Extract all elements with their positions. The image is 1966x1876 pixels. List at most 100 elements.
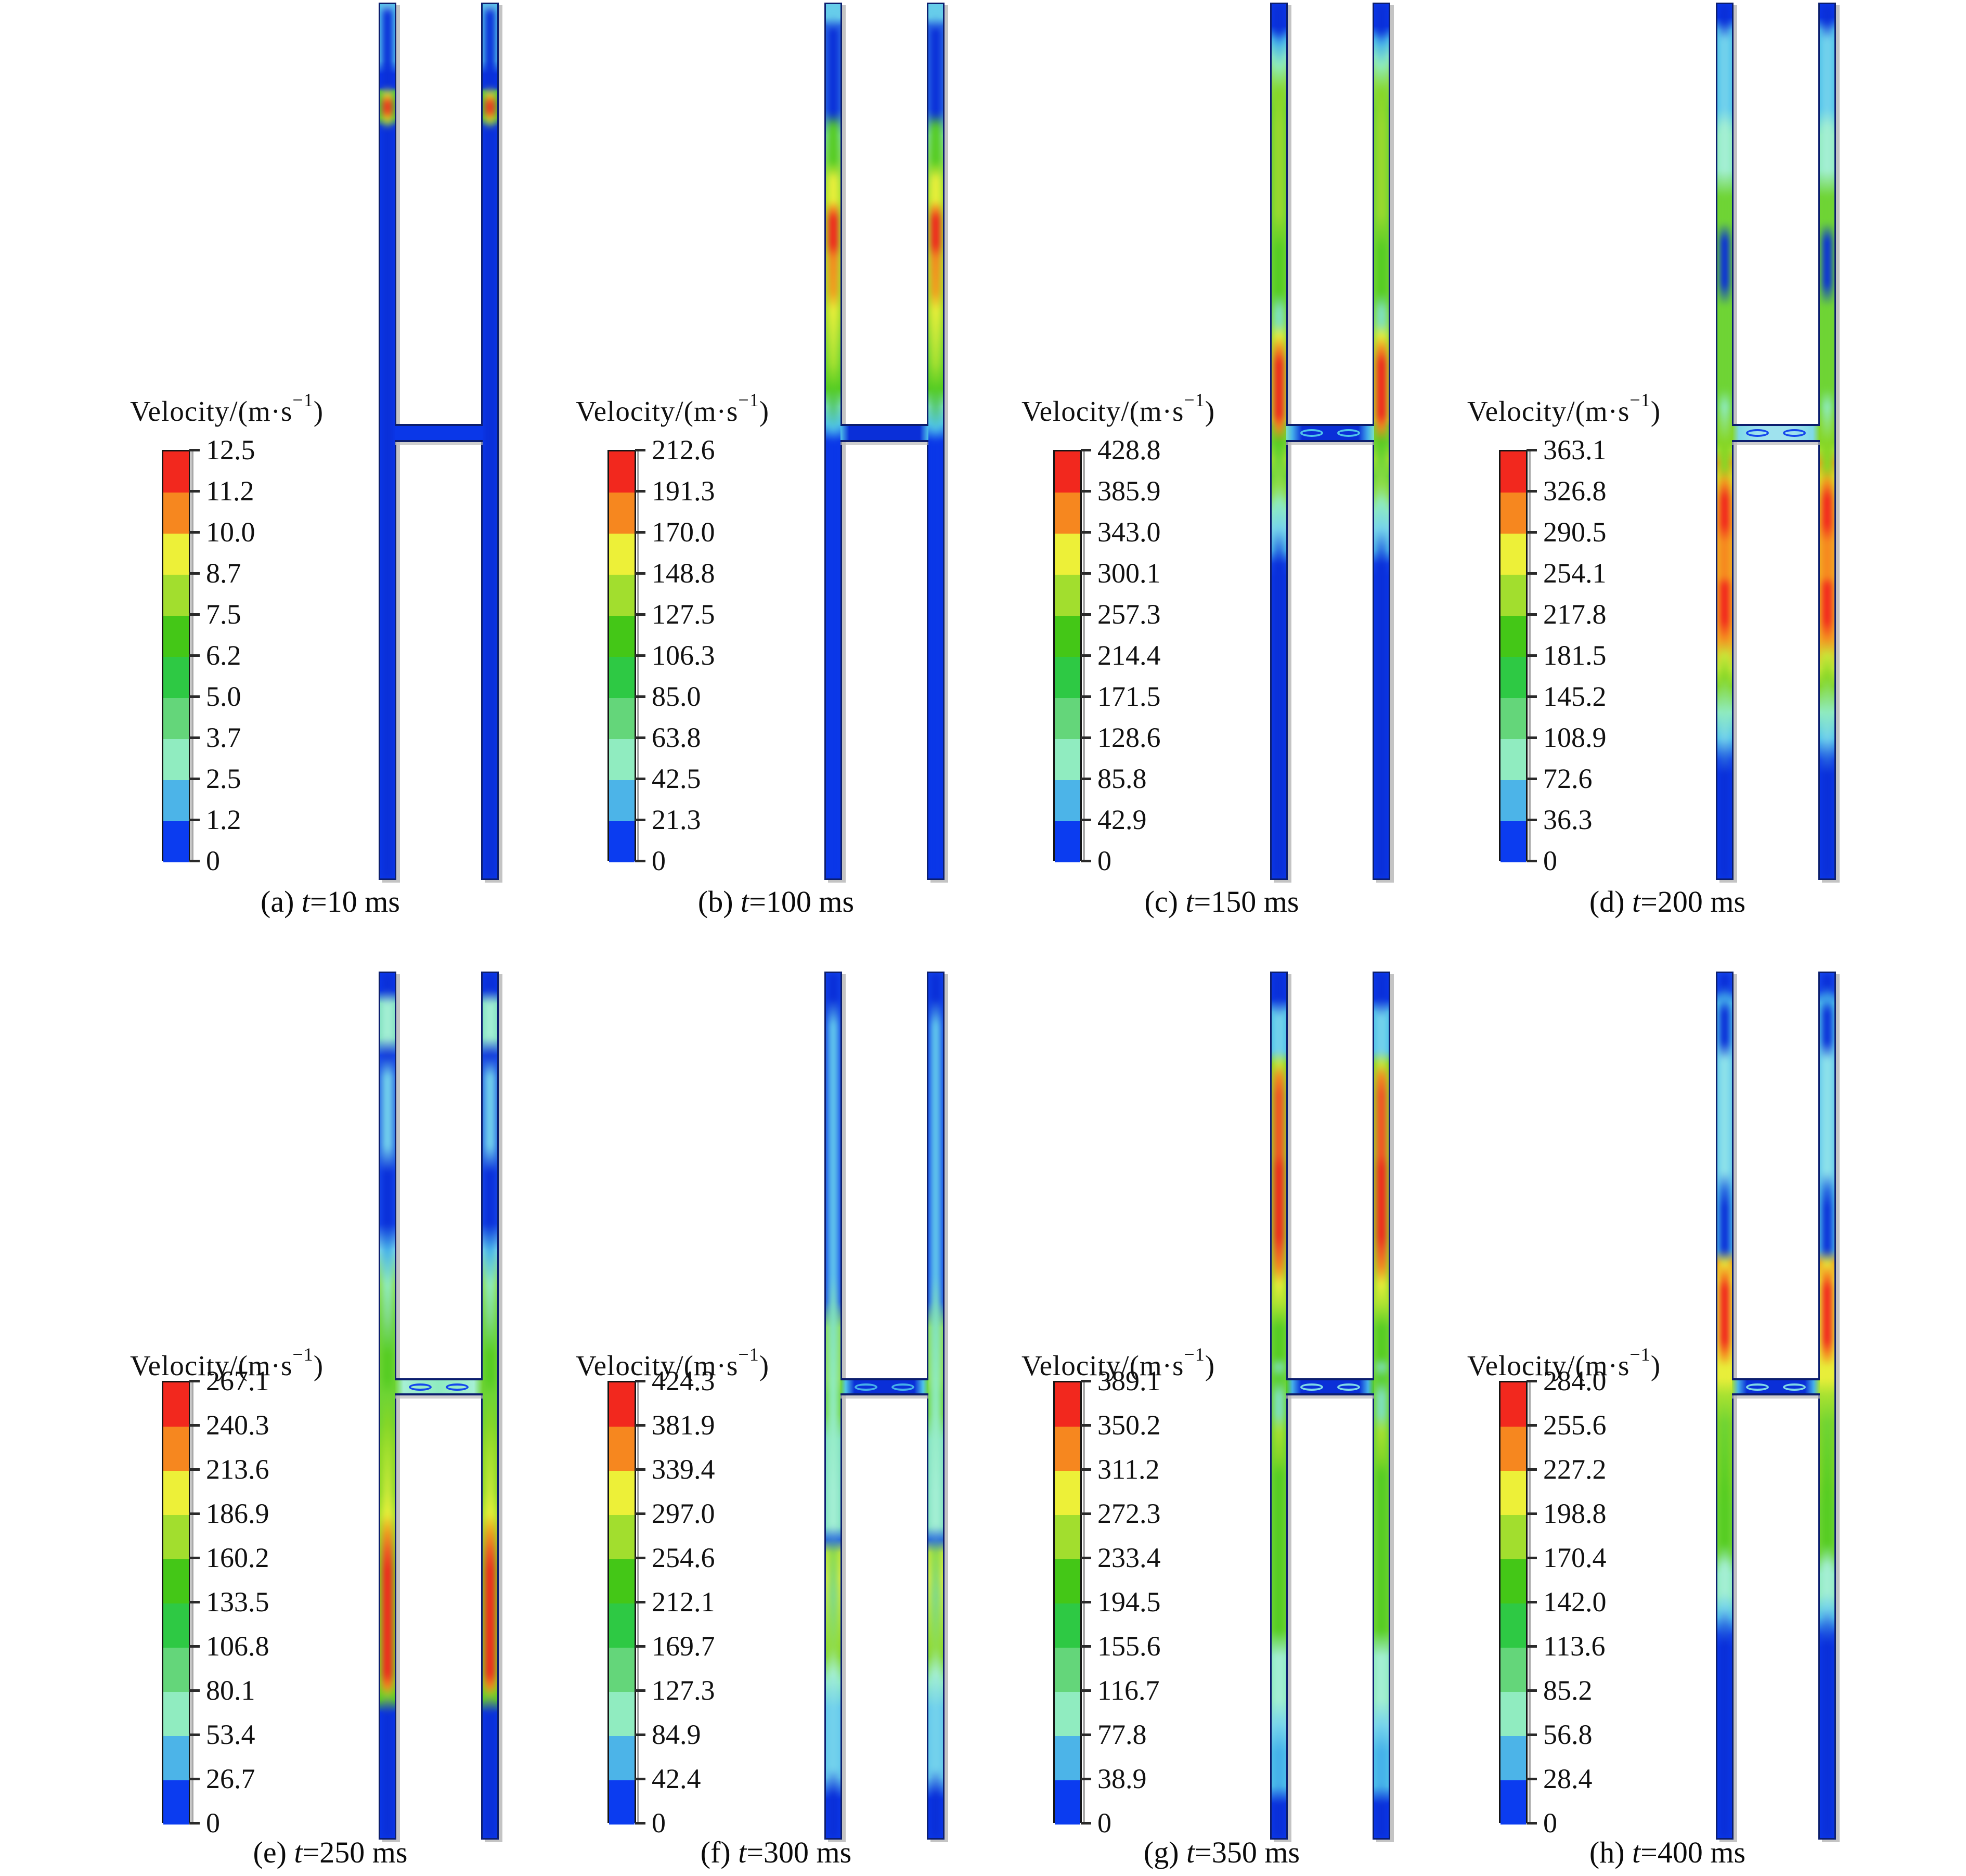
colorbar-tick <box>1081 1424 1091 1427</box>
colorbar-tick-label: 198.8 <box>1543 1498 1607 1529</box>
tube-core <box>1274 973 1284 1838</box>
left-tube <box>1270 3 1288 880</box>
colorbar-tick <box>1081 1557 1091 1559</box>
colorbar-tick <box>635 613 645 616</box>
panel-c: Velocity/(m·s−1) 428.8 385.9 343.0 300.1 257.… <box>1011 0 1457 936</box>
bridge-vortex-swirl <box>1300 429 1323 437</box>
colorbar-tick-label: 84.9 <box>652 1719 701 1750</box>
colorbar-tick <box>635 1689 645 1692</box>
legend-title-superscript: −1 <box>292 390 314 410</box>
colorbar-band <box>1501 575 1526 616</box>
right-tube <box>1373 3 1390 880</box>
colorbar-tick <box>189 449 200 451</box>
legend-title-close: ) <box>1650 1350 1661 1381</box>
colorbar-tick <box>1081 819 1091 821</box>
colorbar-tick <box>189 1778 200 1780</box>
colorbar-band <box>1501 821 1526 862</box>
colorbar-band <box>1501 1780 1526 1825</box>
colorbar-tick <box>1527 1733 1537 1736</box>
colorbar-tick <box>189 736 200 739</box>
caption-time-variable: t <box>1186 1835 1195 1869</box>
colorbar-tick-label: 38.9 <box>1097 1763 1147 1794</box>
panel-caption: (h) t=400 ms <box>1457 1835 1878 1870</box>
caption-time-variable: t <box>1632 1835 1641 1869</box>
colorbar-tick-label: 311.2 <box>1097 1454 1160 1485</box>
legend-title-close: ) <box>1205 1350 1215 1381</box>
left-tube <box>824 3 842 880</box>
colorbar-tick-label: 350.2 <box>1097 1409 1161 1441</box>
legend-title-superscript: −1 <box>738 390 759 410</box>
caption-prefix: (c) <box>1144 885 1186 918</box>
colorbar-band <box>609 1692 635 1736</box>
colorbar-band <box>609 451 635 493</box>
colorbar-band <box>1055 575 1080 616</box>
colorbar-band <box>609 1515 635 1559</box>
colorbar-band <box>1055 534 1080 575</box>
colorbar-tick <box>635 654 645 657</box>
colorbar-tick-label: 0 <box>206 845 220 876</box>
colorbar-tick <box>1081 1778 1091 1780</box>
colorbar-tick-label: 142.0 <box>1543 1586 1607 1618</box>
legend-title-superscript: −1 <box>738 1344 759 1365</box>
colorbar-tick <box>635 819 645 821</box>
caption-time-value: =250 ms <box>302 1835 408 1869</box>
bridge-vortex-swirl <box>1300 1383 1323 1391</box>
colorbar-band <box>163 1603 189 1648</box>
legend-title-close: ) <box>759 395 770 427</box>
colorbar-tick <box>1527 1601 1537 1603</box>
colorbar-tick <box>189 1689 200 1692</box>
colorbar-band <box>1501 534 1526 575</box>
colorbar-tick <box>1081 613 1091 616</box>
legend-title: Velocity/(m·s−1) <box>1467 389 1661 428</box>
colorbar-band <box>1055 739 1080 780</box>
colorbar-tick-label: 267.1 <box>206 1365 269 1396</box>
colorbar-band <box>163 575 189 616</box>
colorbar-tick <box>1081 1468 1091 1471</box>
legend-title-main: Velocity/(m·s <box>1021 395 1184 427</box>
caption-prefix: (f) <box>700 1835 739 1869</box>
legend-title: Velocity/(m·s−1) <box>1467 1343 1661 1382</box>
caption-prefix: (h) <box>1589 1835 1633 1869</box>
colorbar-tick-label: 254.1 <box>1543 558 1607 589</box>
colorbar-tick-label: 85.2 <box>1543 1675 1593 1706</box>
colorbar-tick-label: 186.9 <box>206 1498 269 1529</box>
tube-core <box>930 973 941 1838</box>
colorbar-band <box>1501 1692 1526 1736</box>
colorbar-tick-label: 326.8 <box>1543 475 1607 507</box>
colorbar-tick-label: 2.5 <box>206 763 241 794</box>
bridge-channel <box>840 424 928 442</box>
colorbar-band <box>1501 1515 1526 1559</box>
colorbar-tick <box>635 572 645 575</box>
caption-prefix: (a) <box>261 885 302 918</box>
colorbar <box>1053 450 1082 862</box>
legend-title-superscript: −1 <box>1184 1344 1205 1365</box>
right-tube <box>1818 3 1836 880</box>
colorbar-tick <box>1527 613 1537 616</box>
colorbar <box>607 1381 636 1825</box>
left-tube <box>379 3 396 880</box>
colorbar-band <box>1055 616 1080 657</box>
colorbar-band <box>163 1648 189 1692</box>
colorbar-band <box>1501 657 1526 698</box>
colorbar-band <box>609 1603 635 1648</box>
bridge-vortex-swirl <box>409 1383 432 1391</box>
colorbar-tick-label: 28.4 <box>1543 1763 1593 1794</box>
panel-caption: (a) t=10 ms <box>120 884 541 919</box>
caption-time-variable: t <box>1632 885 1641 918</box>
colorbar-tick-label: 11.2 <box>206 475 254 507</box>
colorbar-tick-label: 53.4 <box>206 1719 255 1750</box>
colorbar-tick <box>1527 1512 1537 1515</box>
colorbar-tick <box>1527 695 1537 698</box>
colorbar-tick-label: 227.2 <box>1543 1454 1607 1485</box>
colorbar-tick-label: 212.6 <box>652 434 715 465</box>
colorbar-tick <box>189 531 200 534</box>
colorbar-tick-label: 145.2 <box>1543 681 1607 712</box>
colorbar-tick <box>635 1645 645 1648</box>
colorbar-tick-label: 63.8 <box>652 722 701 753</box>
legend-title-main: Velocity/(m·s <box>1467 395 1630 427</box>
bridge-vortex-swirl <box>1783 429 1806 437</box>
colorbar-band <box>1055 1736 1080 1780</box>
colorbar-band <box>1501 698 1526 739</box>
colorbar-tick <box>1527 1689 1537 1692</box>
